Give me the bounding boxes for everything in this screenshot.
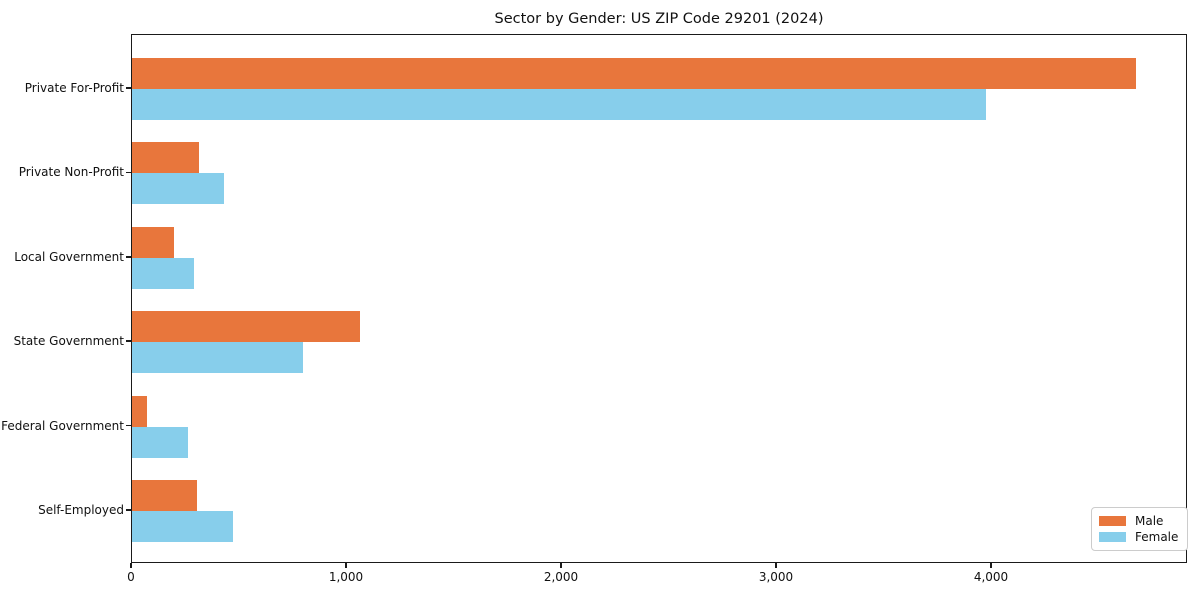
x-tick-label: 3,000 [758,570,794,584]
x-tick-label: 1,000 [328,570,364,584]
bar-female-self-employed [132,511,234,542]
legend-item-female: Female [1099,529,1178,545]
legend: Male Female [1091,507,1189,551]
y-tick-label: Self-Employed [38,503,124,517]
y-tick-mark [126,340,131,342]
x-tick-label: 0 [127,570,135,584]
legend-swatch-male [1099,516,1126,526]
chart-title: Sector by Gender: US ZIP Code 29201 (202… [494,11,824,27]
bar-female-local-government [132,257,195,289]
bar-female-private-non-profit [132,173,225,205]
y-tick-mark [126,509,131,511]
x-tick-mark [345,563,347,568]
y-tick-mark [126,87,131,89]
bar-female-federal-government [132,426,188,458]
bar-male-federal-government [132,395,148,427]
bar-male-self-employed [132,480,197,511]
y-tick-label: Private Non-Profit [18,165,124,180]
bar-male-state-government [132,311,360,343]
y-tick-label: Federal Government [1,418,124,433]
x-tick-label: 2,000 [543,570,579,584]
y-tick-label: Local Government [14,249,124,264]
legend-label-female: Female [1135,530,1179,544]
y-tick-label: Private For-Profit [24,81,124,95]
x-tick-label: 4,000 [973,570,1009,584]
y-tick-mark [126,256,131,258]
bar-male-local-government [132,226,174,258]
bar-male-private-for-profit [132,58,1137,89]
legend-swatch-female [1099,532,1126,542]
x-tick-mark [130,563,132,568]
y-tick-mark [126,171,131,174]
bar-male-private-non-profit [132,142,199,174]
legend-item-male: Male [1099,513,1178,529]
x-tick-mark [775,563,777,568]
y-tick-label: State Government [13,334,124,349]
x-tick-mark [990,563,992,568]
y-tick-mark [126,424,131,427]
x-tick-mark [560,563,562,568]
bar-female-private-for-profit [132,89,986,120]
legend-label-male: Male [1135,514,1164,528]
bar-female-state-government [132,342,303,374]
plot-area [131,34,1187,563]
